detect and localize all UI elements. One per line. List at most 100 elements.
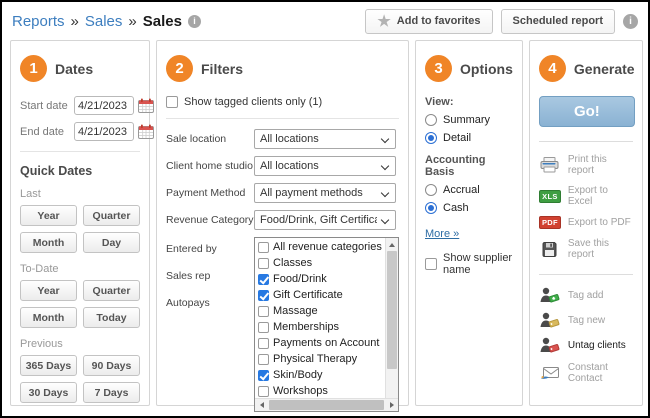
quick-dates-last-group: Year Quarter Month Day <box>20 205 140 253</box>
revenue-option-label: Memberships <box>273 321 340 333</box>
show-supplier-name-checkbox[interactable]: Show supplier name <box>425 252 513 276</box>
revenue-option-workshops[interactable]: Workshops <box>258 383 384 399</box>
print-report-label: Print this report <box>567 154 607 176</box>
payment-method-select[interactable]: All payment methods <box>254 183 396 203</box>
previous-30-days-button[interactable]: 30 Days <box>20 382 77 403</box>
tag-add-label: Tag add <box>567 289 604 301</box>
revenue-option-all[interactable]: All revenue categories <box>258 239 384 255</box>
chevron-down-icon <box>380 134 390 144</box>
last-month-button[interactable]: Month <box>20 232 77 253</box>
sale-location-select[interactable]: All locations <box>254 129 396 149</box>
entered-by-label: Entered by <box>166 243 217 255</box>
checkbox-icon[interactable] <box>258 337 269 349</box>
radio-icon[interactable] <box>425 132 437 144</box>
chevron-down-icon <box>380 161 390 171</box>
previous-90-days-button[interactable]: 90 Days <box>83 355 140 376</box>
constant-contact-icon <box>539 366 561 380</box>
horizontal-scrollbar[interactable] <box>255 398 398 411</box>
previous-365-days-button[interactable]: 365 Days <box>20 355 77 376</box>
save-report-action[interactable]: Save this report <box>539 238 633 260</box>
previous-7-days-button[interactable]: 7 Days <box>83 382 140 403</box>
last-day-button[interactable]: Day <box>83 232 140 253</box>
start-date-input[interactable] <box>74 96 134 115</box>
last-quarter-button[interactable]: Quarter <box>83 205 140 226</box>
end-date-row: End date <box>20 122 154 141</box>
info-icon[interactable]: i <box>187 14 201 28</box>
tag-new-action[interactable]: Tag new <box>539 312 633 328</box>
calendar-icon[interactable] <box>138 98 154 113</box>
checkbox-icon[interactable] <box>166 96 178 108</box>
revenue-category-select[interactable]: Food/Drink, Gift Certificate,... <box>254 210 396 230</box>
horizontal-scroll-thumb[interactable] <box>269 400 384 410</box>
todate-year-button[interactable]: Year <box>20 280 77 301</box>
checkbox-icon[interactable] <box>258 257 269 269</box>
breadcrumb-sales-link[interactable]: Sales <box>84 12 123 30</box>
revenue-option-gift-certificate[interactable]: Gift Certificate <box>258 287 384 303</box>
untag-icon <box>539 337 561 353</box>
breadcrumb-reports-link[interactable]: Reports <box>12 12 65 30</box>
tag-add-action[interactable]: Tag add <box>539 287 633 303</box>
checkbox-icon[interactable] <box>258 353 269 365</box>
checkbox-icon[interactable] <box>258 305 269 317</box>
revenue-option-classes[interactable]: Classes <box>258 255 384 271</box>
view-detail-radio[interactable]: Detail <box>425 132 513 144</box>
revenue-option-memberships[interactable]: Memberships <box>258 319 384 335</box>
revenue-option-physical-therapy[interactable]: Physical Therapy <box>258 351 384 367</box>
revenue-option-skin-body[interactable]: Skin/Body <box>258 367 384 383</box>
show-tagged-clients-checkbox[interactable]: Show tagged clients only (1) <box>166 96 399 108</box>
revenue-option-payments-on-account[interactable]: Payments on Account <box>258 335 384 351</box>
constant-contact-action[interactable]: Constant Contact <box>539 362 633 384</box>
end-date-input[interactable] <box>74 122 134 141</box>
export-excel-action[interactable]: XLS Export to Excel <box>538 185 633 207</box>
export-pdf-action[interactable]: PDF Export to PDF <box>538 216 633 229</box>
add-to-favorites-button[interactable]: ★ Add to favorites <box>365 8 493 34</box>
scroll-up-icon[interactable] <box>386 238 398 251</box>
scheduled-report-button[interactable]: Scheduled report <box>500 8 615 34</box>
export-pdf-label: Export to PDF <box>567 217 631 228</box>
scroll-left-icon[interactable] <box>255 399 268 412</box>
printer-icon <box>539 157 561 173</box>
checkbox-icon[interactable] <box>258 273 269 285</box>
scheduled-report-label: Scheduled report <box>512 15 603 27</box>
calendar-icon[interactable] <box>138 124 154 139</box>
vertical-scrollbar[interactable] <box>385 238 398 399</box>
checkbox-icon[interactable] <box>258 241 269 253</box>
checkbox-icon[interactable] <box>425 258 437 270</box>
go-button[interactable]: Go! <box>538 96 635 127</box>
todate-quarter-button[interactable]: Quarter <box>83 280 140 301</box>
save-report-label: Save this report <box>567 238 610 260</box>
accounting-cash-radio[interactable]: Cash <box>425 202 513 214</box>
checkbox-icon[interactable] <box>258 369 269 381</box>
save-icon <box>539 241 561 257</box>
revenue-option-food-drink[interactable]: Food/Drink <box>258 271 384 287</box>
last-year-button[interactable]: Year <box>20 205 77 226</box>
client-home-studio-select[interactable]: All locations <box>254 156 396 176</box>
client-home-studio-label: Client home studio <box>166 160 253 172</box>
checkbox-icon[interactable] <box>258 289 269 301</box>
more-options-link[interactable]: More » <box>425 228 460 240</box>
client-home-studio-row: Client home studio All locations <box>166 156 399 176</box>
info-icon[interactable]: i <box>623 13 638 29</box>
scroll-right-icon[interactable] <box>385 399 398 412</box>
divider <box>538 274 633 275</box>
show-supplier-name-label: Show supplier name <box>443 252 513 276</box>
todate-month-button[interactable]: Month <box>20 307 77 328</box>
quick-dates-previous-group: 365 Days 90 Days 30 Days 7 Days <box>20 355 140 403</box>
radio-icon[interactable] <box>425 184 437 196</box>
checkbox-icon[interactable] <box>258 385 269 397</box>
revenue-option-massage[interactable]: Massage <box>258 303 384 319</box>
quick-dates-last-label: Last <box>20 188 41 200</box>
dates-panel: 1 Dates Start date End date Quick Dates … <box>10 40 154 406</box>
radio-icon[interactable] <box>425 202 437 214</box>
checkbox-icon[interactable] <box>258 321 269 333</box>
accounting-accrual-radio[interactable]: Accrual <box>425 184 513 196</box>
todate-today-button[interactable]: Today <box>83 307 140 328</box>
quick-dates-previous-label: Previous <box>20 338 63 350</box>
print-report-action[interactable]: Print this report <box>539 154 633 176</box>
vertical-scroll-thumb[interactable] <box>387 251 397 369</box>
untag-clients-action[interactable]: Untag clients <box>539 337 633 353</box>
view-summary-radio[interactable]: Summary <box>425 114 513 126</box>
revenue-option-label: Payments on Account <box>273 337 380 349</box>
radio-icon[interactable] <box>425 114 437 126</box>
